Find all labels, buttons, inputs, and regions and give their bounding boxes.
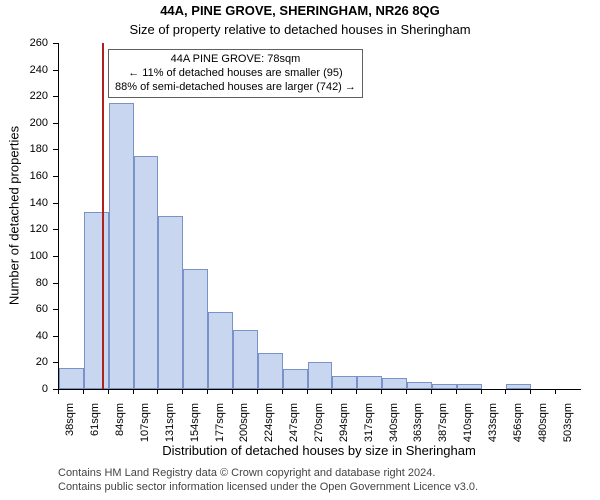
x-tick-mark <box>157 389 158 394</box>
histogram-bar <box>308 362 333 389</box>
x-tick-mark <box>356 389 357 394</box>
x-tick-mark <box>381 389 382 394</box>
annot-line2: ← 11% of detached houses are smaller (95… <box>115 67 356 81</box>
y-tick-mark <box>53 256 58 257</box>
histogram-bar <box>233 330 258 389</box>
x-tick-mark <box>83 389 84 394</box>
histogram-bar <box>158 216 183 389</box>
histogram-bar <box>59 368 84 389</box>
x-tick-mark <box>331 389 332 394</box>
x-tick-label: 131sqm <box>164 403 176 453</box>
x-tick-label: 317sqm <box>363 403 375 453</box>
x-tick-mark <box>456 389 457 394</box>
y-tick-mark <box>53 149 58 150</box>
x-tick-mark <box>505 389 506 394</box>
x-tick-label: 84sqm <box>114 403 126 453</box>
histogram-bar <box>432 384 457 389</box>
y-tick-label: 260 <box>0 37 48 49</box>
y-tick-label: 180 <box>0 143 48 155</box>
footer-line1: Contains HM Land Registry data © Crown c… <box>58 467 478 481</box>
footer-line2: Contains public sector information licen… <box>58 481 478 495</box>
x-tick-mark <box>232 389 233 394</box>
x-tick-mark <box>207 389 208 394</box>
histogram-bar <box>109 103 134 389</box>
x-tick-mark <box>257 389 258 394</box>
y-tick-mark <box>53 123 58 124</box>
y-tick-label: 100 <box>0 250 48 262</box>
histogram-bar <box>84 212 109 389</box>
y-tick-mark <box>53 176 58 177</box>
y-tick-mark <box>53 283 58 284</box>
x-tick-label: 247sqm <box>288 403 300 453</box>
x-tick-mark <box>133 389 134 394</box>
y-tick-mark <box>53 43 58 44</box>
y-tick-mark <box>53 203 58 204</box>
x-tick-mark <box>307 389 308 394</box>
x-tick-label: 107sqm <box>139 403 151 453</box>
y-tick-label: 140 <box>0 197 48 209</box>
y-tick-mark <box>53 229 58 230</box>
x-tick-label: 456sqm <box>512 403 524 453</box>
x-tick-label: 38sqm <box>64 403 76 453</box>
x-tick-label: 294sqm <box>338 403 350 453</box>
y-tick-mark <box>53 70 58 71</box>
y-tick-label: 60 <box>0 303 48 315</box>
histogram-bar <box>258 353 283 389</box>
x-tick-label: 340sqm <box>388 403 400 453</box>
annot-line3: 88% of semi-detached houses are larger (… <box>115 81 356 95</box>
x-tick-mark <box>182 389 183 394</box>
histogram-bar <box>283 369 308 389</box>
histogram-bar <box>506 384 531 389</box>
x-tick-mark <box>108 389 109 394</box>
marker-line <box>102 43 104 389</box>
y-tick-mark <box>53 96 58 97</box>
x-tick-label: 154sqm <box>189 403 201 453</box>
x-tick-mark <box>282 389 283 394</box>
x-tick-mark <box>431 389 432 394</box>
histogram-bar <box>407 382 432 389</box>
x-tick-label: 200sqm <box>238 403 250 453</box>
x-tick-label: 503sqm <box>562 403 574 453</box>
y-tick-mark <box>53 362 58 363</box>
x-tick-mark <box>58 389 59 394</box>
page-subtitle: Size of property relative to detached ho… <box>0 22 600 37</box>
y-tick-label: 40 <box>0 330 48 342</box>
y-tick-label: 120 <box>0 223 48 235</box>
x-tick-mark <box>481 389 482 394</box>
x-tick-label: 270sqm <box>313 403 325 453</box>
y-tick-label: 160 <box>0 170 48 182</box>
histogram-bar <box>382 378 407 389</box>
x-tick-mark <box>406 389 407 394</box>
histogram-bar <box>134 156 159 389</box>
annot-line1: 44A PINE GROVE: 78sqm <box>115 53 356 67</box>
histogram-bar <box>357 376 382 389</box>
x-tick-label: 363sqm <box>412 403 424 453</box>
y-tick-mark <box>53 336 58 337</box>
x-tick-label: 224sqm <box>263 403 275 453</box>
y-tick-mark <box>53 309 58 310</box>
x-tick-label: 61sqm <box>89 403 101 453</box>
histogram-bar <box>332 376 357 389</box>
y-tick-label: 20 <box>0 356 48 368</box>
x-tick-label: 410sqm <box>462 403 474 453</box>
page-title: 44A, PINE GROVE, SHERINGHAM, NR26 8QG <box>0 3 600 18</box>
y-tick-label: 80 <box>0 277 48 289</box>
x-tick-label: 480sqm <box>537 403 549 453</box>
x-tick-label: 433sqm <box>487 403 499 453</box>
x-tick-mark <box>555 389 556 394</box>
y-tick-label: 0 <box>0 383 48 395</box>
marker-annotation: 44A PINE GROVE: 78sqm ← 11% of detached … <box>108 49 363 98</box>
x-tick-label: 177sqm <box>214 403 226 453</box>
footer: Contains HM Land Registry data © Crown c… <box>58 467 478 495</box>
x-tick-label: 387sqm <box>437 403 449 453</box>
histogram-bar <box>208 312 233 389</box>
y-tick-label: 240 <box>0 64 48 76</box>
y-tick-label: 220 <box>0 90 48 102</box>
x-tick-mark <box>530 389 531 394</box>
histogram-bar <box>457 384 482 389</box>
y-tick-label: 200 <box>0 117 48 129</box>
histogram-bar <box>183 269 208 389</box>
